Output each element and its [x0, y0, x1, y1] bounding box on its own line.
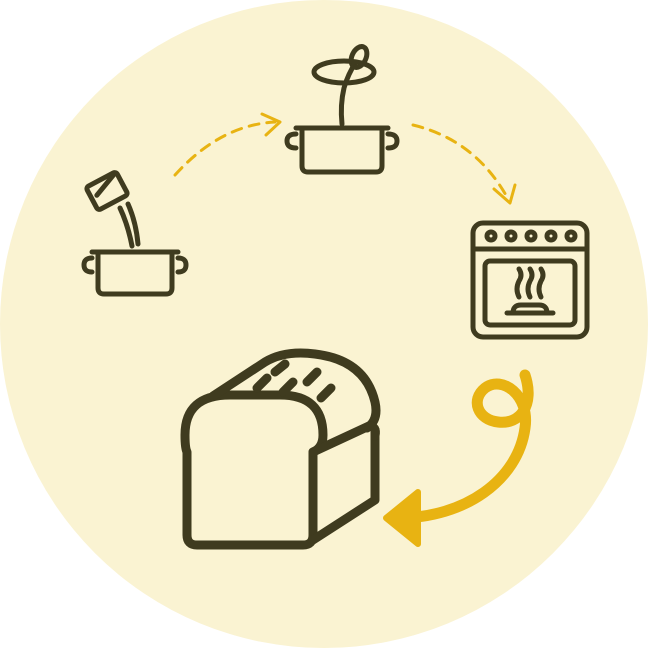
arrow-bake-to-bread	[370, 350, 580, 560]
arrow-mix-to-bake	[405, 115, 525, 215]
oven-icon	[465, 215, 595, 345]
mix-pot-icon	[272, 40, 412, 180]
bread-loaf-icon	[165, 340, 395, 570]
pour-ingredients-icon	[70, 170, 200, 300]
